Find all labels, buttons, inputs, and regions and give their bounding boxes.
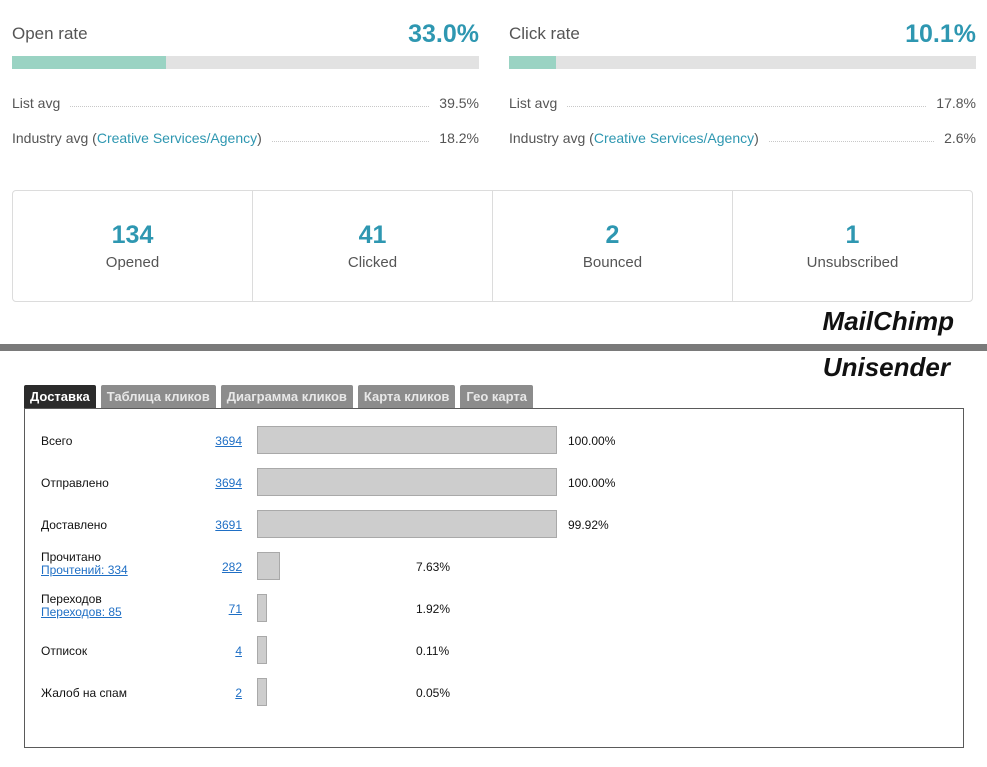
row-bar (257, 636, 267, 664)
row-bar (257, 510, 557, 538)
delivery-panel: Всего 3694 100.00% Отправлено 3694 100.0… (24, 408, 964, 748)
tab-clicks-chart[interactable]: Диаграмма кликов (220, 385, 353, 408)
industry-suffix: ) (754, 130, 759, 146)
stat-bounced[interactable]: 2 Bounced (493, 191, 733, 301)
click-list-avg-value: 17.8% (936, 95, 976, 111)
row-sublink[interactable]: Прочтений: 334 (41, 563, 128, 577)
tab-clicks-table[interactable]: Таблица кликов (100, 385, 216, 408)
row-label: Отправлено (41, 476, 109, 490)
stat-value: 2 (605, 221, 620, 249)
row-bar (257, 426, 557, 454)
delivery-row-sent: Отправлено 3694 100.00% (25, 467, 963, 497)
click-industry-avg-label: Industry avg (Creative Services/Agency) (509, 130, 759, 146)
dotted-leader (768, 141, 935, 142)
stat-clicked[interactable]: 41 Clicked (253, 191, 493, 301)
dotted-leader (70, 106, 430, 107)
row-percent: 7.63% (416, 560, 451, 574)
stat-label: Unsubscribed (806, 254, 899, 271)
click-rate-progress-bar (509, 56, 976, 69)
delivery-row-spam: Жалоб на спам 2 0.05% (25, 677, 963, 707)
row-count-link[interactable]: 4 (235, 644, 242, 658)
delivery-row-read: Прочитано Прочтений: 334 282 7.63% (25, 551, 963, 581)
row-percent: 100.00% (568, 476, 616, 490)
row-bar (257, 552, 280, 580)
row-label: Всего (41, 434, 73, 448)
open-industry-avg-value: 18.2% (439, 130, 479, 146)
delivery-row-total: Всего 3694 100.00% (25, 425, 963, 455)
click-industry-avg-value: 2.6% (944, 130, 976, 146)
open-rate-progress-bar (12, 56, 479, 69)
row-percent: 0.05% (416, 686, 451, 700)
click-rate-value: 10.1% (905, 20, 976, 48)
stat-value: 41 (358, 221, 387, 249)
industry-prefix: Industry avg ( (509, 130, 594, 146)
stat-opened[interactable]: 134 Opened (13, 191, 253, 301)
row-count-link[interactable]: 3691 (215, 518, 242, 532)
industry-prefix: Industry avg ( (12, 130, 97, 146)
row-label: Доставлено (41, 518, 108, 532)
stat-label: Bounced (582, 254, 643, 271)
row-percent: 1.92% (416, 602, 451, 616)
stat-value: 134 (111, 221, 154, 249)
dotted-leader (271, 141, 430, 142)
row-percent: 100.00% (568, 434, 616, 448)
row-count-link[interactable]: 2 (235, 686, 242, 700)
tab-delivery[interactable]: Доставка (24, 385, 96, 409)
industry-link[interactable]: Creative Services/Agency (96, 130, 258, 146)
open-rate-block: Open rate 33.0% List avg 39.5% Industry … (12, 18, 479, 146)
row-count-link[interactable]: 3694 (215, 476, 242, 490)
row-count-link[interactable]: 71 (228, 602, 242, 616)
report-tabs: Доставка Таблица кликов Диаграмма кликов… (24, 385, 538, 409)
row-label-group: Переходов Переходов: 85 (41, 593, 122, 619)
click-list-avg-row: List avg 17.8% (509, 91, 976, 111)
delivery-row-unsubscribed: Отписок 4 0.11% (25, 635, 963, 665)
open-rate-progress-fill (12, 56, 167, 69)
row-sublink[interactable]: Переходов: 85 (41, 605, 122, 619)
row-count-link[interactable]: 282 (221, 560, 242, 574)
click-rate-progress-fill (509, 56, 557, 69)
open-industry-avg-row: Industry avg (Creative Services/Agency) … (12, 126, 479, 146)
industry-link[interactable]: Creative Services/Agency (593, 130, 755, 146)
tab-geo-map[interactable]: Гео карта (460, 385, 533, 408)
click-industry-avg-row: Industry avg (Creative Services/Agency) … (509, 126, 976, 146)
stat-label: Opened (105, 254, 160, 271)
row-percent: 99.92% (568, 518, 609, 532)
row-label: Отписок (41, 644, 88, 658)
stat-unsubscribed[interactable]: 1 Unsubscribed (733, 191, 972, 301)
row-count-link[interactable]: 3694 (215, 434, 242, 448)
stat-value: 1 (845, 221, 860, 249)
open-list-avg-label: List avg (12, 95, 61, 111)
industry-suffix: ) (257, 130, 262, 146)
row-label: Переходов (41, 592, 102, 606)
row-bar (257, 594, 267, 622)
tab-clicks-map[interactable]: Карта кликов (357, 385, 456, 408)
row-bar (257, 468, 557, 496)
row-label: Прочитано (41, 550, 101, 564)
click-rate-title: Click rate (509, 24, 580, 43)
open-rate-value: 33.0% (408, 20, 479, 48)
open-list-avg-value: 39.5% (439, 95, 479, 111)
delivery-row-clicks: Переходов Переходов: 85 71 1.92% (25, 593, 963, 623)
row-label: Жалоб на спам (41, 686, 127, 700)
open-industry-avg-label: Industry avg (Creative Services/Agency) (12, 130, 262, 146)
dotted-leader (567, 106, 927, 107)
unisender-brand-label: Unisender (822, 352, 950, 382)
open-list-avg-row: List avg 39.5% (12, 91, 479, 111)
click-rate-block: Click rate 10.1% List avg 17.8% Industry… (509, 18, 976, 146)
stat-label: Clicked (347, 254, 398, 271)
stats-summary: 134 Opened 41 Clicked 2 Bounced 1 Unsubs… (12, 190, 973, 302)
row-bar (257, 678, 267, 706)
delivery-row-delivered: Доставлено 3691 99.92% (25, 509, 963, 539)
mailchimp-brand-label: MailChimp (822, 306, 954, 336)
row-percent: 0.11% (416, 644, 450, 658)
section-divider (0, 344, 987, 351)
open-rate-title: Open rate (12, 24, 88, 43)
click-list-avg-label: List avg (509, 95, 558, 111)
row-label-group: Прочитано Прочтений: 334 (41, 551, 128, 577)
